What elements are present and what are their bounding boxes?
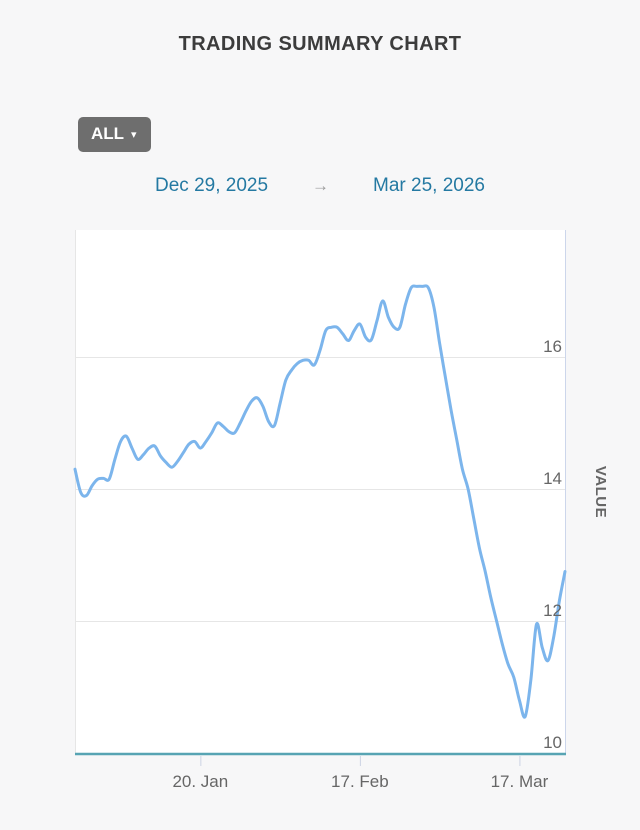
series-line[interactable] <box>73 284 567 719</box>
date-range-end[interactable]: Mar 25, 2026 <box>373 175 485 196</box>
range-dropdown-label: ALL <box>91 124 125 143</box>
date-range-start[interactable]: Dec 29, 2025 <box>155 175 269 196</box>
y-tick-label: 16 <box>543 337 562 356</box>
y-tick-label: 12 <box>543 601 562 620</box>
date-range: Dec 29, 2025 → Mar 25, 2026 <box>0 175 640 197</box>
chevron-down-icon: ▾ <box>131 128 137 141</box>
y-tick-label: 10 <box>543 733 562 752</box>
arrow-right-icon: → <box>312 176 330 195</box>
y-tick-label: 14 <box>543 469 562 488</box>
plot-area[interactable] <box>75 230 565 754</box>
y-axis-title: VALUE <box>592 466 609 518</box>
x-tick-label: 17. Mar <box>491 772 549 791</box>
x-tick-label: 17. Feb <box>331 772 389 791</box>
range-dropdown-button[interactable]: ALL ▾ <box>78 117 151 152</box>
page-title: TRADING SUMMARY CHART <box>178 33 462 55</box>
x-tick-label: 20. Jan <box>172 772 228 791</box>
